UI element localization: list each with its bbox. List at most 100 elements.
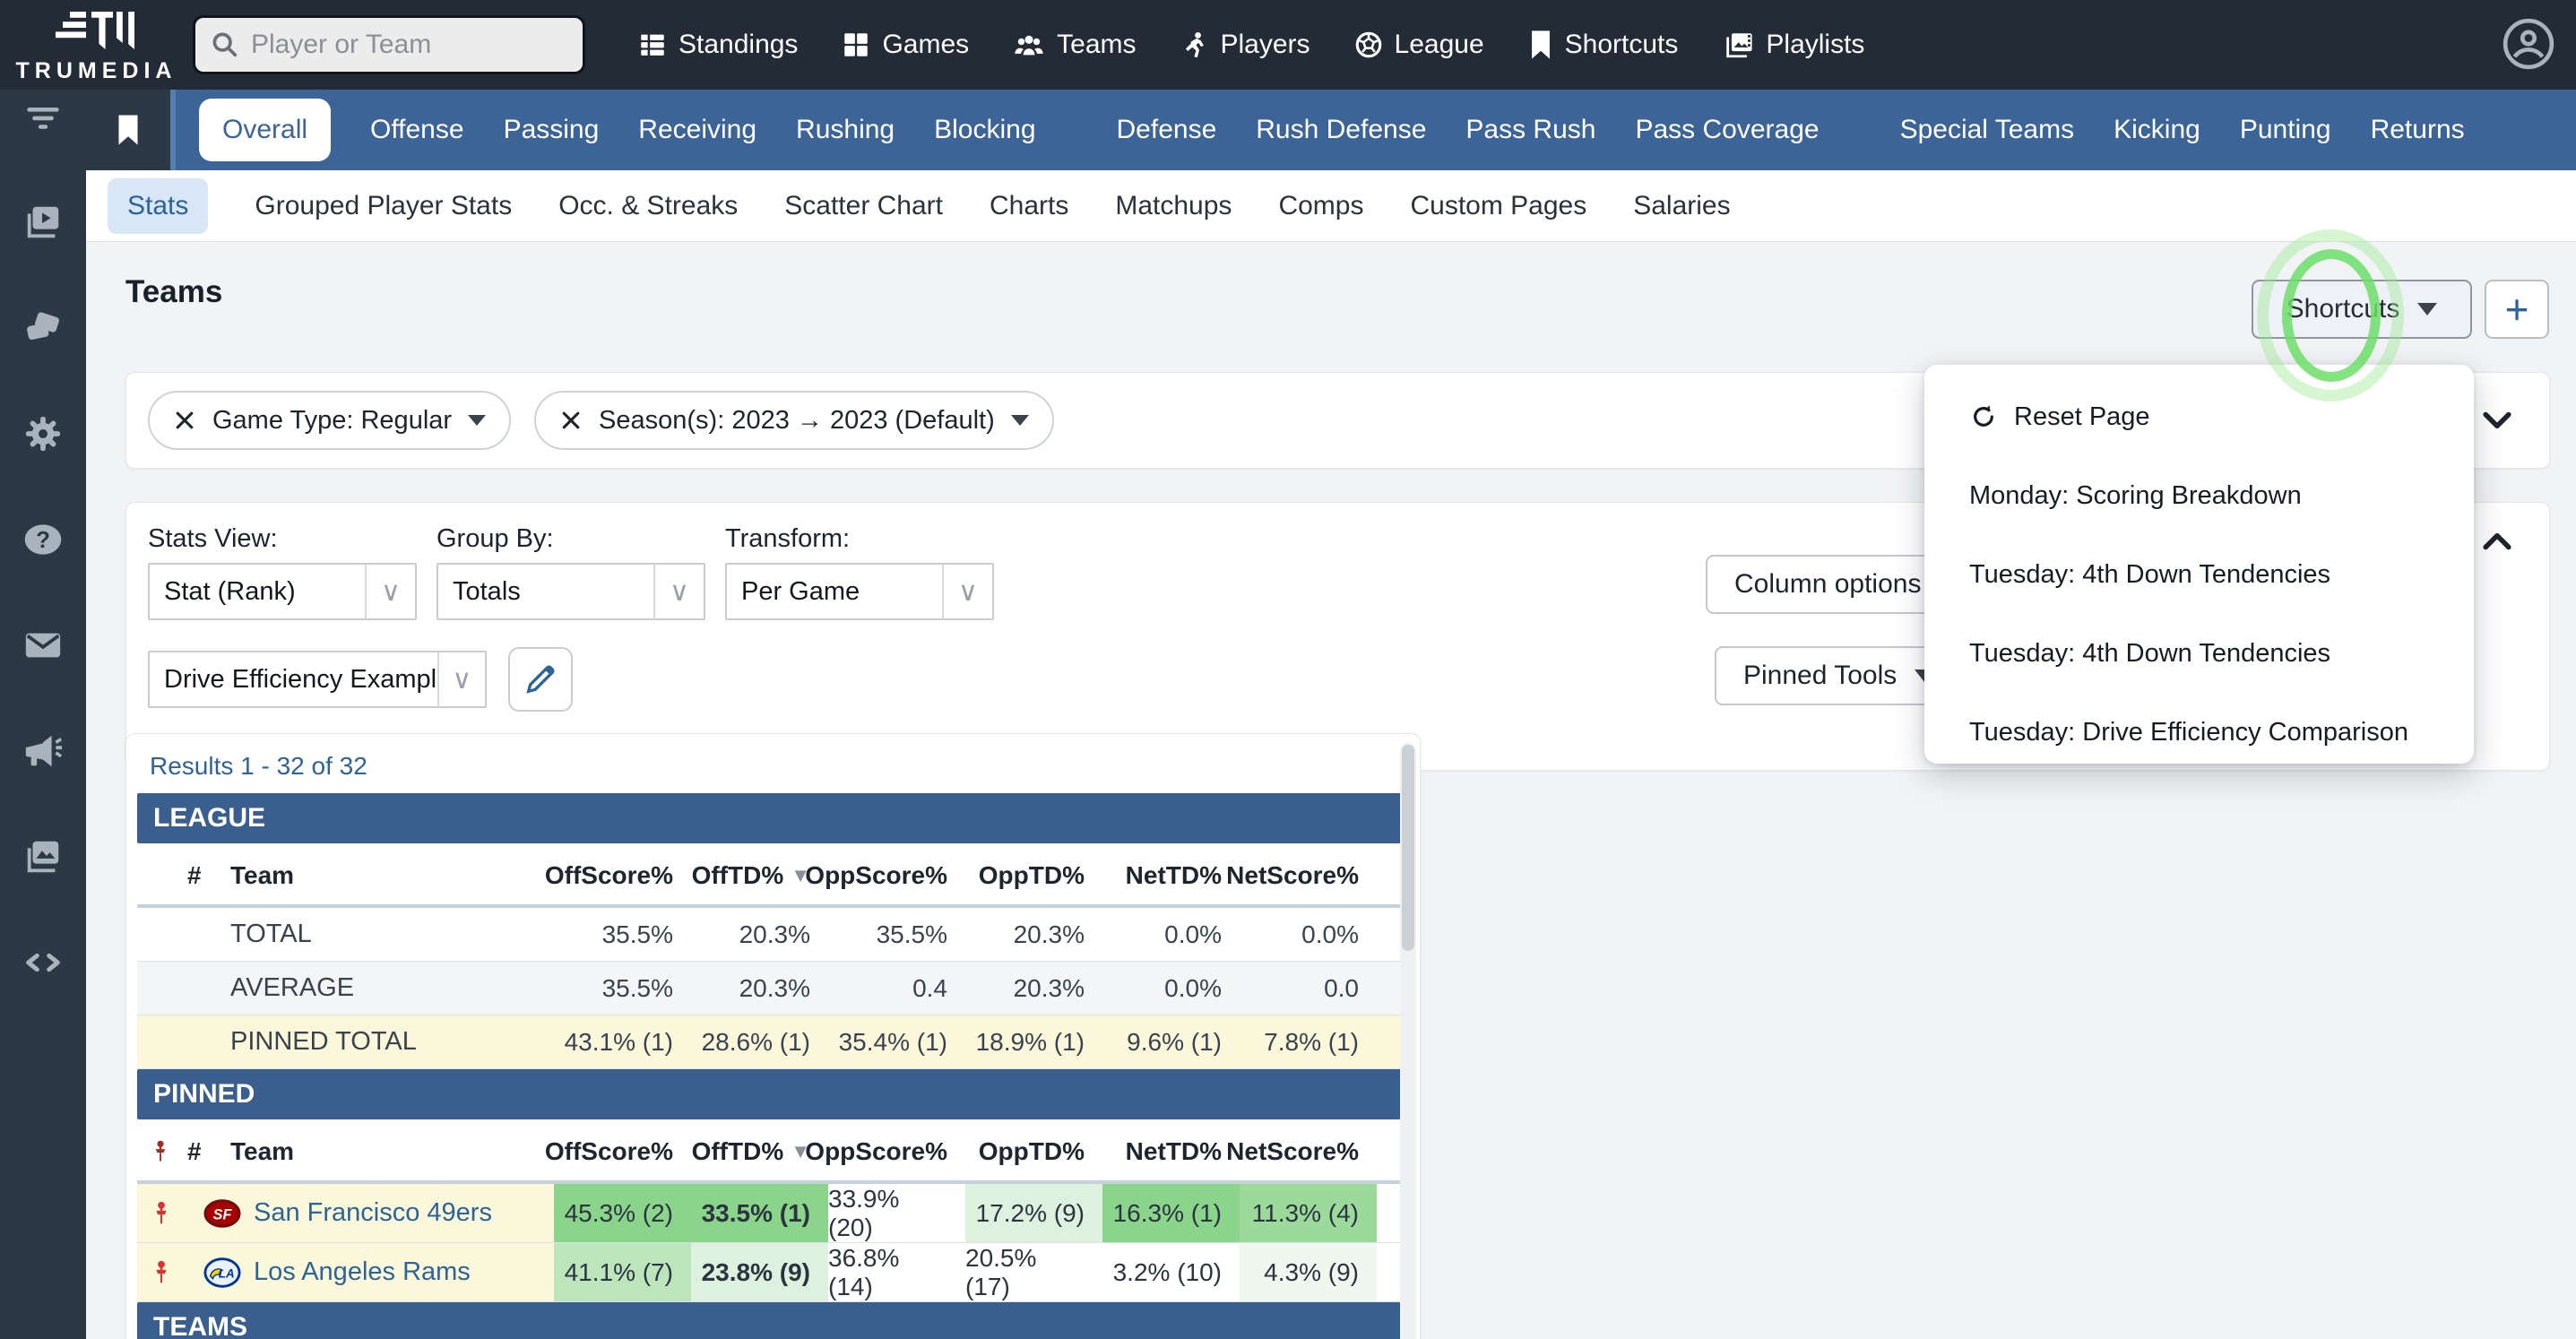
settings-button[interactable] <box>22 412 65 455</box>
media-gallery-button[interactable] <box>22 835 65 878</box>
tab-stats[interactable]: Stats <box>108 177 209 234</box>
account-button[interactable] <box>2501 16 2556 72</box>
chevron-up-icon <box>2483 532 2511 550</box>
tab-offense[interactable]: Offense <box>370 115 464 144</box>
selected-value: Totals <box>453 576 521 606</box>
column-header-nettd[interactable]: NetTD% <box>1102 1137 1240 1166</box>
filter-chip-game-type[interactable]: Game Type: Regular <box>148 391 512 450</box>
stat-value: 20.3% <box>739 973 810 1002</box>
column-header-oppscore[interactable]: OppScore% <box>805 1137 965 1166</box>
column-header-netscore[interactable]: NetScore% <box>1226 1137 1377 1166</box>
column-header-offscore[interactable]: OffScore% <box>545 861 691 890</box>
remove-filter-icon[interactable] <box>559 409 583 432</box>
transform-label: Transform: <box>725 524 851 553</box>
menu-item-shortcut-1[interactable]: Monday: Scoring Breakdown <box>1924 456 2474 535</box>
tab-scatter-chart[interactable]: Scatter Chart <box>784 190 943 220</box>
rank-column-header[interactable]: # <box>187 1137 202 1165</box>
filter-chip-seasons[interactable]: Season(s): 2023 → 2023 (Default) <box>534 391 1054 450</box>
unpin-button[interactable] <box>148 1258 177 1287</box>
nav-league[interactable]: League <box>1353 30 1484 60</box>
stat-value: 35.5% <box>601 973 673 1002</box>
menu-item-shortcut-2[interactable]: Tuesday: 4th Down Tendencies <box>1924 535 2474 614</box>
tab-overall[interactable]: Overall <box>199 99 332 161</box>
column-options-button[interactable]: Column options <box>1706 555 1950 614</box>
nav-games[interactable]: Games <box>841 30 969 60</box>
filters-sidebar-button[interactable] <box>22 95 65 138</box>
tab-punting[interactable]: Punting <box>2239 115 2331 144</box>
nav-teams[interactable]: Teams <box>1012 30 1137 60</box>
remove-filter-icon[interactable] <box>173 409 196 432</box>
search-input[interactable]: Player or Team <box>193 15 585 74</box>
chevron-down-icon: ∨ <box>437 652 485 706</box>
stat-value: 9.6% (1) <box>1127 1027 1222 1056</box>
tab-charts[interactable]: Charts <box>990 190 1069 220</box>
tab-grouped-player-stats[interactable]: Grouped Player Stats <box>255 190 513 220</box>
tab-occ-streaks[interactable]: Occ. & Streaks <box>558 190 739 220</box>
help-button[interactable]: ? <box>22 518 65 561</box>
column-label: NetScore% <box>1226 861 1359 889</box>
nav-standings[interactable]: Standings <box>637 30 798 60</box>
mail-button[interactable] <box>22 624 65 667</box>
tab-pass-rush[interactable]: Pass Rush <box>1465 115 1596 144</box>
trumedia-logo[interactable]: TRUMEDIA <box>0 6 193 84</box>
section-header-pinned: PINNED <box>137 1069 1409 1119</box>
tab-salaries[interactable]: Salaries <box>1633 190 1731 220</box>
tab-kicking[interactable]: Kicking <box>2114 115 2200 144</box>
team-column-header[interactable]: Team <box>230 861 295 889</box>
bookmark-page-button[interactable] <box>86 90 170 170</box>
collapse-controls-button[interactable] <box>2477 523 2517 562</box>
collapse-filters-button[interactable] <box>2477 400 2517 439</box>
column-label: NetScore% <box>1226 1137 1359 1165</box>
menu-item-shortcut-3[interactable]: Tuesday: 4th Down Tendencies <box>1924 614 2474 693</box>
team-link[interactable]: Los Angeles Rams <box>254 1257 471 1286</box>
nav-shortcuts[interactable]: Shortcuts <box>1527 30 1678 60</box>
column-header-offtd-sorted[interactable]: OffTD% ▼ <box>691 861 828 890</box>
table-scrollbar[interactable] <box>1400 743 1416 1339</box>
stat-value: 45.3% (2) <box>554 1184 691 1242</box>
tab-receiving[interactable]: Receiving <box>638 115 757 144</box>
column-header-opptd[interactable]: OppTD% <box>965 1137 1102 1166</box>
tab-defense[interactable]: Defense <box>1116 115 1217 144</box>
tab-special-teams[interactable]: Special Teams <box>1899 115 2075 144</box>
developer-button[interactable] <box>22 941 65 984</box>
menu-item-shortcut-4[interactable]: Tuesday: Drive Efficiency Comparison <box>1924 693 2474 772</box>
rank-column-header[interactable]: # <box>187 861 202 889</box>
results-count-link[interactable]: Results 1 - 32 of 32 <box>150 752 367 780</box>
column-header-nettd[interactable]: NetTD% <box>1102 861 1240 890</box>
announcements-button[interactable] <box>22 730 65 773</box>
tab-returns[interactable]: Returns <box>2370 115 2465 144</box>
tab-matchups[interactable]: Matchups <box>1115 190 1232 220</box>
scrollbar-thumb[interactable] <box>1402 745 1414 951</box>
tab-custom-pages[interactable]: Custom Pages <box>1410 190 1587 220</box>
tab-passing[interactable]: Passing <box>503 115 600 144</box>
tab-comps[interactable]: Comps <box>1278 190 1364 220</box>
tab-pass-coverage[interactable]: Pass Coverage <box>1635 115 1820 144</box>
stat-value: 35.5% <box>876 920 947 948</box>
column-header-offscore[interactable]: OffScore% <box>545 1137 691 1166</box>
tab-rushing[interactable]: Rushing <box>796 115 895 144</box>
pin-icon <box>156 1201 167 1223</box>
video-playlists-button[interactable] <box>22 201 65 244</box>
edit-preset-button[interactable] <box>508 647 573 712</box>
team-link[interactable]: San Francisco 49ers <box>254 1198 492 1227</box>
mail-icon <box>25 633 61 658</box>
report-preset-select[interactable]: Drive Efficiency Example ∨ <box>148 651 487 708</box>
column-header-offtd-sorted[interactable]: OffTD% ▼ <box>691 1137 828 1166</box>
column-header-opptd[interactable]: OppTD% <box>965 861 1102 890</box>
menu-item-reset-page[interactable]: Reset Page <box>1924 377 2474 456</box>
unpin-button[interactable] <box>148 1199 177 1228</box>
team-column-header[interactable]: Team <box>230 1137 295 1165</box>
stats-view-select[interactable]: Stat (Rank) ∨ <box>148 563 417 620</box>
nav-playlists[interactable]: Playlists <box>1721 30 1864 60</box>
tab-rush-defense[interactable]: Rush Defense <box>1256 115 1427 144</box>
cards-button[interactable] <box>22 307 65 350</box>
nav-players[interactable]: Players <box>1180 30 1310 60</box>
tab-blocking[interactable]: Blocking <box>934 115 1036 144</box>
transform-select[interactable]: Per Game ∨ <box>725 563 994 620</box>
column-header-oppscore[interactable]: OppScore% <box>805 861 965 890</box>
group-by-select[interactable]: Totals ∨ <box>437 563 705 620</box>
add-page-button[interactable]: + <box>2485 280 2549 339</box>
column-header-netscore[interactable]: NetScore% <box>1226 861 1377 890</box>
shortcuts-dropdown-button[interactable]: Shortcuts <box>2252 280 2472 339</box>
stat-value: 28.6% (1) <box>701 1027 810 1056</box>
